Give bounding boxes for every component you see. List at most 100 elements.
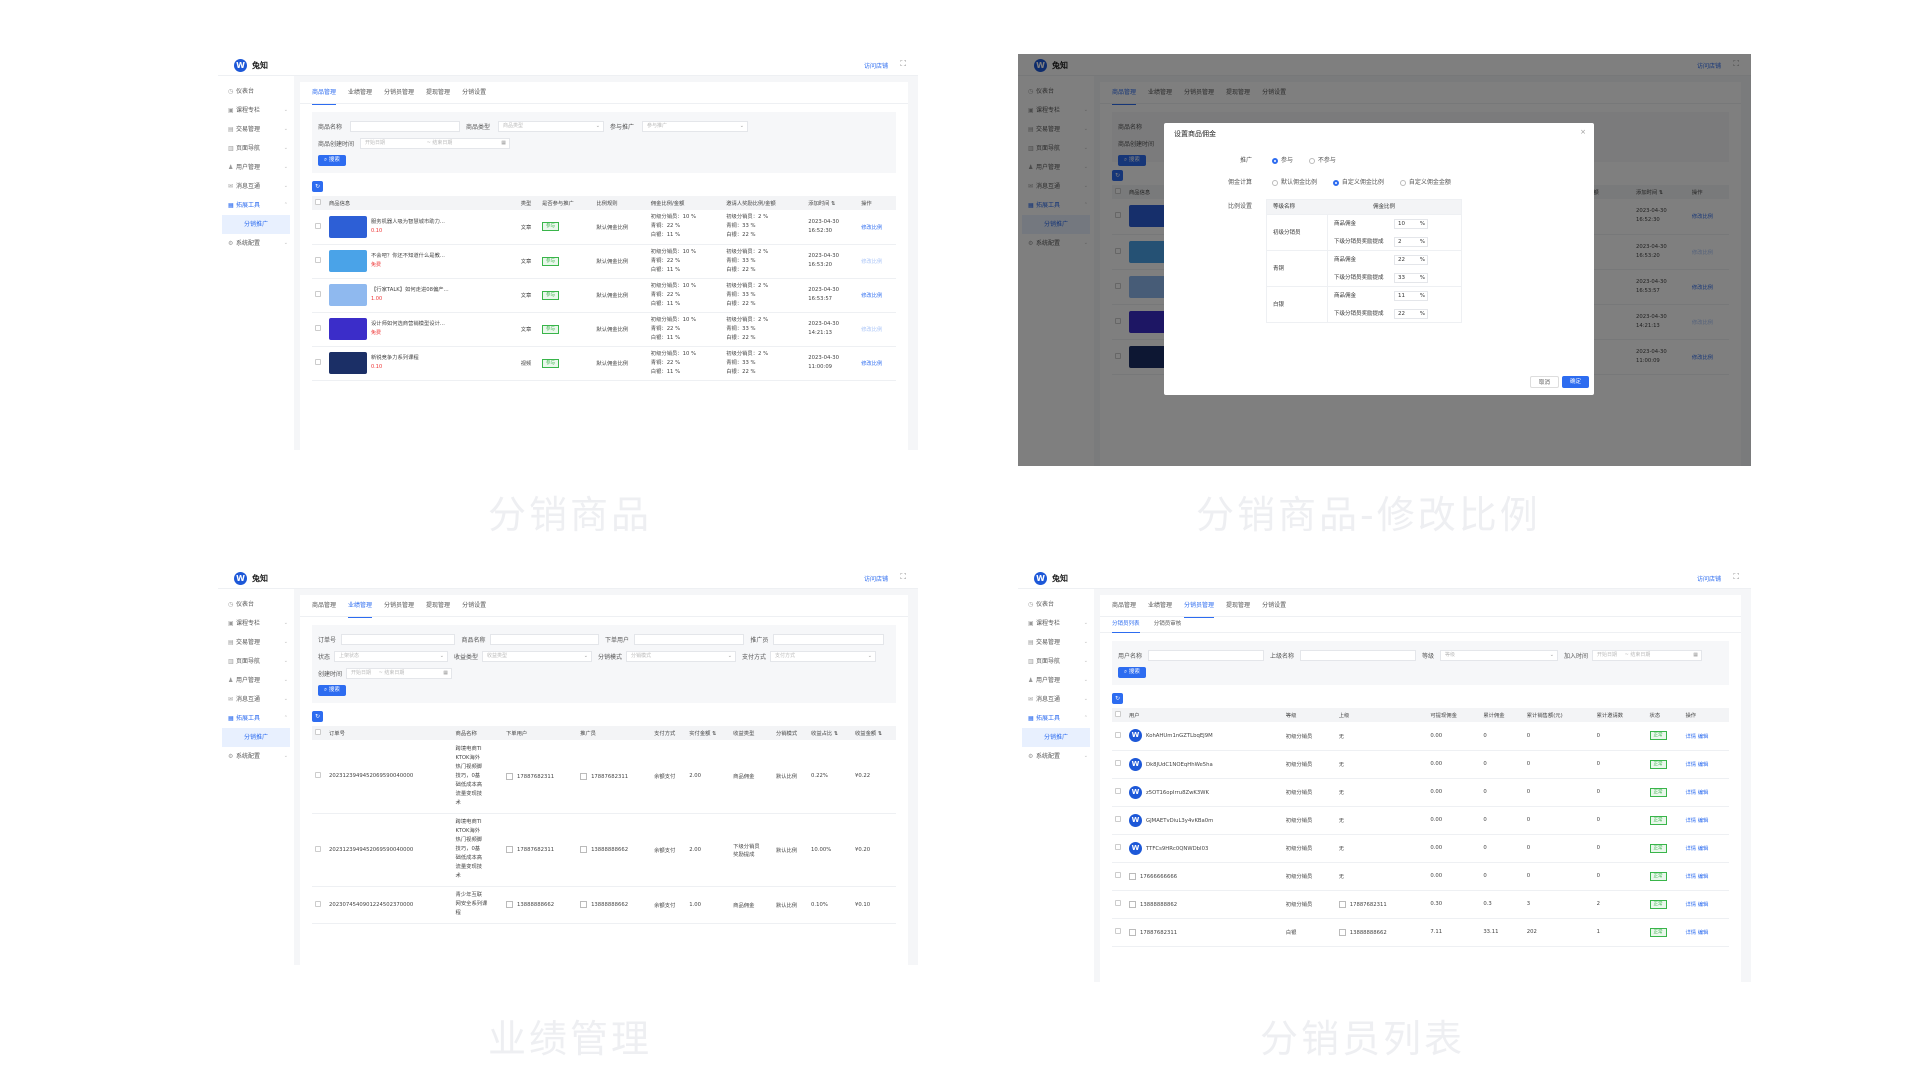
confirm-button[interactable]: 确定 [1562, 376, 1590, 388]
reward-input[interactable]: 2% [1394, 237, 1428, 247]
sidebar-item[interactable]: ♟用户管理 ⌄ [218, 158, 294, 177]
row-select[interactable] [312, 278, 326, 313]
sidebar-item[interactable]: ▤交易管理 ⌄ [1018, 633, 1094, 652]
tab[interactable]: 提现管理 [1226, 602, 1251, 609]
search-button[interactable]: ⌕ 搜索 [318, 685, 346, 696]
row-select[interactable] [1112, 778, 1126, 807]
goods-input[interactable] [490, 634, 599, 645]
modify-ratio-link[interactable]: 修改比例 [861, 224, 883, 231]
sidebar-item[interactable]: ◷仪表台 [218, 82, 294, 101]
modify-ratio-link[interactable]: 修改比例 [861, 327, 883, 333]
sidebar-item[interactable]: ⚙系统配置 ⌄ [218, 747, 294, 766]
col-header[interactable]: 添加时间 ⇅ [805, 196, 859, 210]
edit-link[interactable]: 编辑 [1697, 846, 1709, 852]
visit-store-link[interactable]: 访问店铺 [863, 576, 888, 583]
join-promo-select[interactable]: 参与推广 ⌄ [642, 121, 748, 132]
edit-link[interactable]: 编辑 [1697, 930, 1709, 936]
tab[interactable]: 分销员管理 [1184, 595, 1215, 618]
row-select[interactable] [1112, 806, 1126, 835]
detail-link[interactable]: 详情 [1685, 930, 1697, 936]
order-input[interactable] [340, 634, 456, 645]
sidebar-item[interactable]: 分销推广 [1022, 728, 1090, 747]
reward-input[interactable]: 22% [1394, 309, 1428, 319]
radio-default-ratio[interactable] [1271, 179, 1278, 186]
checkbox[interactable] [1115, 900, 1121, 906]
checkbox[interactable] [315, 257, 321, 263]
sidebar-item[interactable]: ◷仪表台 [218, 595, 294, 614]
row-select[interactable] [1112, 862, 1126, 891]
modify-ratio-link[interactable]: 修改比例 [861, 259, 883, 265]
buyer-input[interactable] [633, 634, 745, 645]
search-button[interactable]: ⌕ 搜索 [318, 155, 346, 166]
goods-type-select[interactable]: 商品类型 ⌄ [498, 121, 604, 132]
edit-link[interactable]: 编辑 [1697, 818, 1709, 824]
sidebar-item[interactable]: ▣课程专栏 ⌄ [1018, 614, 1094, 633]
sidebar-item[interactable]: ✉消息互通 ⌄ [1018, 690, 1094, 709]
sidebar-item[interactable]: ▣课程专栏 ⌄ [218, 101, 294, 120]
select-all[interactable] [1112, 708, 1126, 722]
detail-link[interactable]: 详情 [1685, 874, 1697, 880]
tab[interactable]: 分销设置 [462, 602, 487, 609]
col-header[interactable]: 收益金额 ⇅ [851, 726, 896, 740]
sidebar-item[interactable]: ▦拓展工具 ⌃ [1018, 709, 1094, 728]
parent-input[interactable] [1300, 650, 1416, 661]
row-select[interactable] [1112, 750, 1126, 779]
modify-ratio-link[interactable]: 修改比例 [861, 361, 883, 367]
visit-store-link[interactable]: 访问店铺 [863, 63, 888, 70]
sidebar-item[interactable]: ▥页面导航 ⌄ [218, 652, 294, 671]
refresh-button[interactable]: ↻ [312, 711, 323, 722]
promoter-input[interactable] [773, 634, 884, 645]
radio-custom-ratio[interactable] [1332, 179, 1339, 186]
modify-ratio-link[interactable]: 修改比例 [861, 293, 883, 299]
row-select[interactable] [312, 886, 326, 924]
checkbox[interactable] [1115, 844, 1121, 850]
tab[interactable]: 分销员管理 [384, 602, 415, 609]
row-select[interactable] [312, 210, 326, 245]
row-select[interactable] [1112, 918, 1126, 947]
date-range-input[interactable]: 开始日期 ~ 结束日期 ▦ [346, 668, 452, 679]
visit-store-link[interactable]: 访问店铺 [1696, 576, 1721, 583]
checkbox[interactable] [315, 291, 321, 297]
refresh-button[interactable]: ↻ [1112, 693, 1123, 704]
detail-link[interactable]: 详情 [1685, 818, 1697, 824]
select-all[interactable] [312, 196, 326, 210]
sidebar-item[interactable]: ◷仪表台 [1018, 595, 1094, 614]
sidebar-item[interactable]: ▤交易管理 ⌄ [218, 633, 294, 652]
checkbox[interactable] [1115, 760, 1121, 766]
commission-input[interactable]: 22% [1394, 255, 1428, 265]
sidebar-item[interactable]: ▤交易管理 ⌄ [218, 120, 294, 139]
date-range-input[interactable]: 开始日期 ~ 结束日期 ▦ [1592, 650, 1702, 661]
sidebar-item[interactable]: ▥页面导航 ⌄ [218, 139, 294, 158]
subtab-list[interactable]: 分销员列表 [1112, 617, 1140, 633]
checkbox[interactable] [1115, 872, 1121, 878]
refresh-button[interactable]: ↻ [312, 181, 323, 192]
detail-link[interactable]: 详情 [1685, 733, 1697, 740]
edit-link[interactable]: 编辑 [1697, 902, 1709, 908]
sidebar-item[interactable]: ▣课程专栏 ⌄ [218, 614, 294, 633]
checkbox[interactable] [1115, 816, 1121, 822]
sidebar-item[interactable]: ♟用户管理 ⌄ [1018, 671, 1094, 690]
checkbox[interactable] [1115, 731, 1121, 738]
level-select[interactable]: 等级 ⌄ [1440, 650, 1558, 661]
col-header[interactable]: 收益占比 ⇅ [808, 726, 852, 740]
checkbox[interactable] [315, 222, 321, 229]
detail-link[interactable]: 详情 [1685, 846, 1697, 852]
row-select[interactable] [1112, 722, 1126, 751]
row-select[interactable] [312, 740, 326, 814]
sidebar-item[interactable]: ▦拓展工具 ⌃ [218, 196, 294, 215]
radio-join[interactable] [1271, 157, 1278, 164]
commission-input[interactable]: 10% [1394, 219, 1428, 229]
tab[interactable]: 商品管理 [312, 82, 337, 105]
income-select[interactable]: 收益类型 ⌄ [482, 651, 592, 662]
tab[interactable]: 分销设置 [1262, 602, 1287, 609]
checkbox[interactable] [315, 845, 321, 852]
tab[interactable]: 业绩管理 [348, 595, 373, 618]
row-select[interactable] [1112, 834, 1126, 863]
checkbox[interactable] [1115, 928, 1121, 934]
sidebar-item[interactable]: ⚙系统配置 ⌄ [1018, 747, 1094, 766]
status-select[interactable]: 上架状态 ⌄ [334, 651, 448, 662]
date-range-input[interactable]: 开始日期 ~ 结束日期 ▦ [360, 138, 510, 149]
search-button[interactable]: ⌕ 搜索 [1118, 667, 1146, 678]
sidebar-item[interactable]: 分销推广 [222, 215, 290, 234]
detail-link[interactable]: 详情 [1685, 790, 1697, 796]
